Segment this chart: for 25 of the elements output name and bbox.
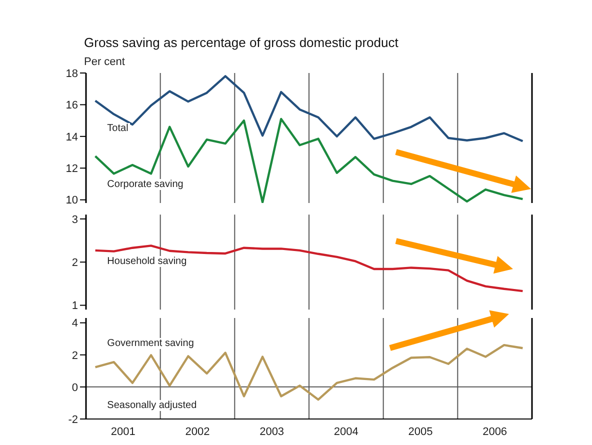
y-tick-label: 12 <box>66 163 78 176</box>
y-tick-label: 1 <box>72 300 78 312</box>
x-tick-label: 2005 <box>408 426 433 438</box>
y-axis-title: Per cent <box>84 56 125 68</box>
series-label: Total <box>105 123 130 134</box>
y-tick-label: -2 <box>68 414 78 426</box>
x-tick-label: 2006 <box>482 426 508 438</box>
y-tick-label: 16 <box>66 100 78 112</box>
annotation: Seasonally adjusted <box>105 400 199 411</box>
chart-title: Gross saving as percentage of gross domestic product <box>84 35 398 50</box>
y-tick-label: 10 <box>66 194 78 207</box>
x-tick-label: 2002 <box>185 426 210 438</box>
x-tick-label: 2003 <box>260 426 284 438</box>
y-tick-label: 2 <box>72 350 78 362</box>
series-label: Household saving <box>105 256 189 268</box>
y-tick-label: 4 <box>72 318 78 330</box>
y-tick-label: 2 <box>72 257 78 270</box>
y-tick-label: 0 <box>72 382 78 394</box>
x-tick-label: 2004 <box>334 426 358 438</box>
y-tick-label: 18 <box>66 68 78 80</box>
series-label: Corporate saving <box>105 179 186 190</box>
x-tick-label: 2001 <box>110 426 136 438</box>
series-label: Government saving <box>105 338 196 350</box>
y-tick-label: 3 <box>72 214 78 226</box>
y-tick-label: 14 <box>66 131 78 144</box>
